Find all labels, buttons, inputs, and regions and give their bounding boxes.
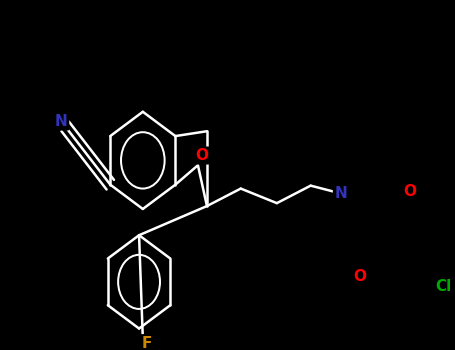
Text: N: N [55, 114, 68, 129]
Text: Cl: Cl [435, 279, 452, 294]
Text: O: O [195, 148, 208, 163]
Text: O: O [404, 184, 416, 199]
Text: O: O [353, 268, 366, 284]
Text: N: N [334, 186, 347, 201]
Text: F: F [142, 336, 152, 350]
